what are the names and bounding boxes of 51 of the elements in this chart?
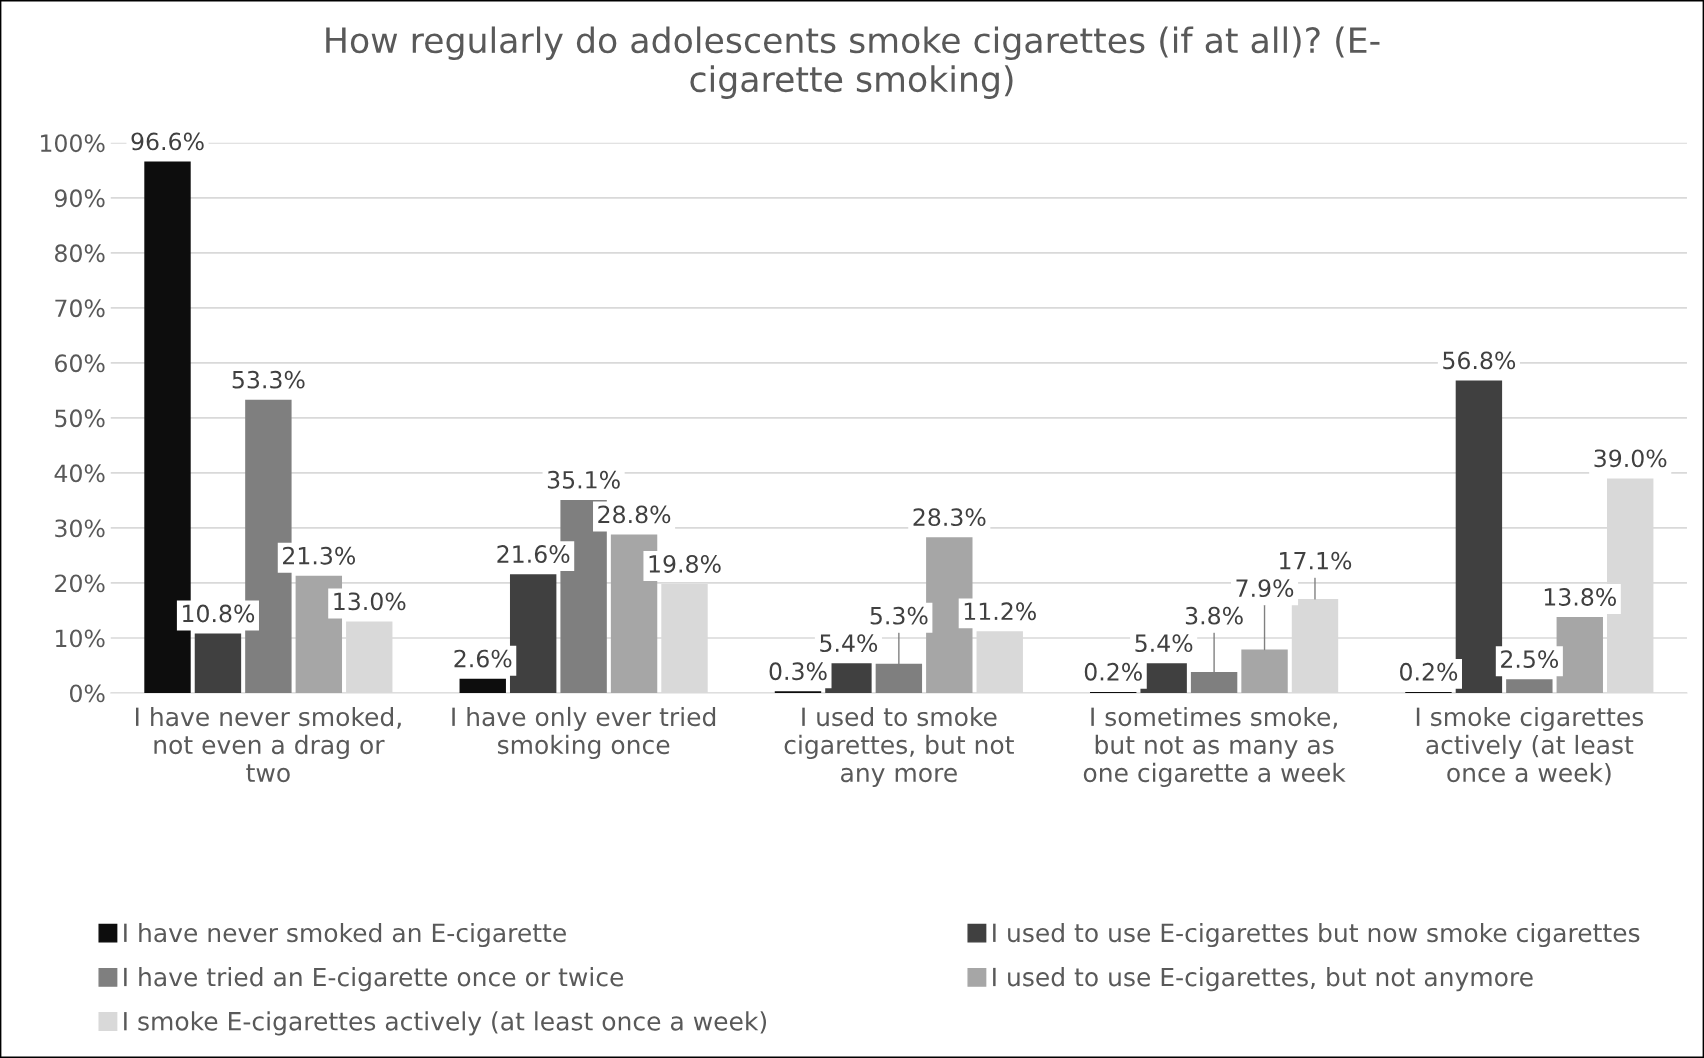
legend-label: I smoke E-cigarettes actively (at least once a week) [124,1011,767,1036]
data-label: 2.5% [1501,650,1559,669]
y-tick-label: 30% [55,519,105,538]
bar [459,678,506,693]
x-tick-label: I have only ever tried smoking once [452,706,716,760]
legend-label: I used to use E-cigarettes but now smoke cigarettes [993,922,1640,948]
data-label: 13.8% [1544,588,1616,606]
data-label: 21.6% [497,545,570,563]
data-label: 5.4% [820,634,878,653]
data-label: 53.3% [232,370,305,389]
y-tick-label: 100% [40,134,105,153]
x-tick-label: I smoke cigarettes actively (at least once a week) [1416,706,1644,786]
data-label: 39.0% [1594,449,1667,468]
bar [1241,649,1288,693]
data-label: 56.8% [1443,351,1516,370]
data-label: 13.0% [334,592,406,611]
x-tick-label: I have never smoked, not even a drag or two [135,706,401,783]
data-label: 5.4% [1135,634,1193,653]
data-label: 5.3% [870,606,928,625]
y-tick-label: 70% [55,299,105,318]
data-label: 0.3% [769,662,827,681]
data-label: 21.3% [283,546,356,565]
y-tick-label: 0% [70,684,105,703]
data-label: 96.6% [131,132,204,151]
data-label: 0.2% [1084,662,1142,681]
y-tick-label: 40% [54,464,105,483]
legend-label: I have tried an E-cigarette once or twice [124,967,624,992]
data-label: 0.2% [1400,662,1458,681]
bar [1455,380,1503,693]
data-label: 19.8% [649,555,721,573]
y-tick-label: 10% [56,629,105,648]
chart-title: How regularly do adolescents smoke cigarettes (if at all)? (E- cigarette smoking) [326,26,1380,99]
bar [1556,617,1603,693]
y-tick-label: 20% [55,574,105,593]
legend-label: I used to use E-cigarettes, but not anymore [993,967,1533,992]
data-label: 10.8% [183,604,255,623]
data-label: 7.9% [1236,579,1294,598]
y-tick-label: 80% [55,244,105,263]
data-label: 11.2% [964,602,1036,621]
y-tick-label: 50% [55,409,105,428]
x-tick-label: I sometimes smoke, but not as many as one cigarette a week [1083,706,1346,788]
data-label: 28.3% [913,508,986,527]
data-label: 35.1% [547,470,620,489]
y-tick-label: 90% [54,189,105,208]
y-tick-label: 60% [55,354,105,373]
x-tick-label: I used to smoke cigarettes, but not any more [784,706,1014,788]
legend-label: I have never smoked an E-cigarette [124,922,566,948]
data-label: 2.6% [454,649,512,668]
data-label: 3.8% [1185,606,1243,625]
data-label: 17.1% [1280,551,1352,570]
data-label: 28.8% [598,505,671,524]
